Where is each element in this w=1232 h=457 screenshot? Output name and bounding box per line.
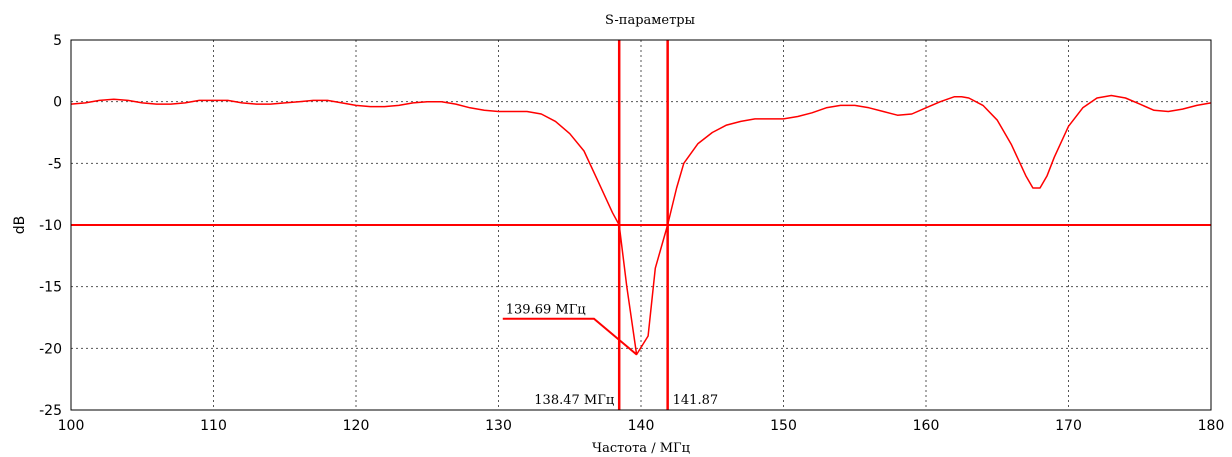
y-tick-label: -25 <box>39 403 62 419</box>
y-tick-label: -15 <box>39 280 62 296</box>
x-tick-label: 100 <box>58 418 85 434</box>
marker-label: 141.87 <box>673 393 719 408</box>
x-tick-label: 110 <box>200 418 227 434</box>
y-tick-label: -20 <box>39 341 62 357</box>
chart-title: S-параметры <box>605 13 695 28</box>
x-tick-label: 130 <box>485 418 512 434</box>
x-axis-label: Частота / МГц <box>592 441 690 456</box>
x-tick-label: 180 <box>1198 418 1225 434</box>
marker-group: 138.47 МГц 141.87 139.69 МГц <box>502 40 719 410</box>
series-group <box>70 94 1212 356</box>
y-tick-label: -5 <box>48 156 62 172</box>
min-annotation-leader <box>502 317 638 356</box>
x-tick-label: 150 <box>770 418 797 434</box>
y-axis-label: dB <box>12 216 28 235</box>
y-tick-label: -10 <box>39 218 62 234</box>
x-tick-label: 120 <box>343 418 370 434</box>
s-parameter-curve <box>70 94 1212 356</box>
marker-label: 138.47 МГц <box>534 393 614 408</box>
x-tick-label: 160 <box>913 418 940 434</box>
min-annotation-label: 139.69 МГц <box>506 303 586 318</box>
plot-frame <box>70 39 1212 411</box>
x-tick-label: 170 <box>1055 418 1082 434</box>
x-tick-label: 140 <box>628 418 655 434</box>
y-tick-label: 0 <box>53 95 62 111</box>
tick-labels: 100 110 120 130 140 150 160 170 180 5 0 -5 -10 -15 -20… <box>39 33 1224 434</box>
y-tick-label: 5 <box>53 33 62 49</box>
